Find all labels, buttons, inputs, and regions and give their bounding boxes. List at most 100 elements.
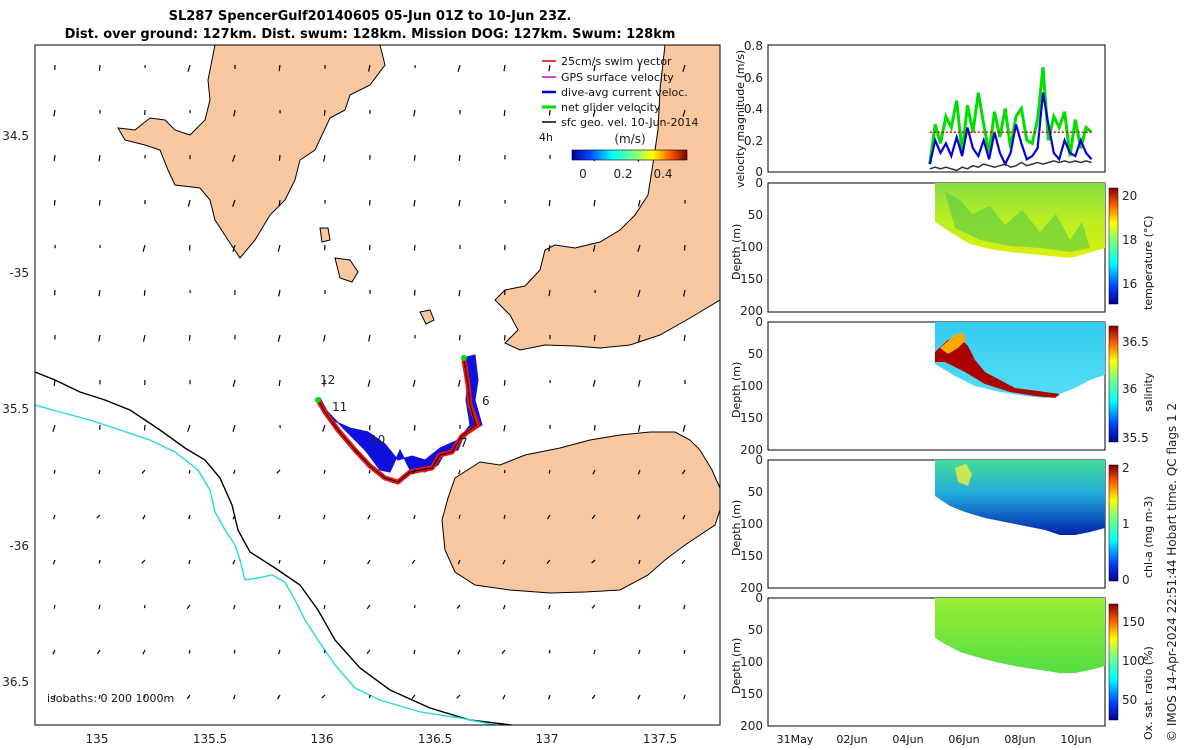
velocity-axes <box>767 44 1106 173</box>
current-vector <box>637 694 641 700</box>
date-tick-label: 08Jun <box>1004 733 1035 746</box>
current-vector <box>53 199 56 206</box>
current-vector <box>98 334 101 342</box>
chart-title-line-1: SL287 SpencerGulf20140605 05-Jun 01Z to … <box>168 9 572 24</box>
current-vector <box>457 649 461 655</box>
lat-tick-label: -35 <box>9 266 29 280</box>
depth-tick-label: 150 <box>740 687 763 701</box>
current-vector <box>276 694 281 700</box>
current-vector <box>143 289 146 296</box>
lon-tick-label: 136 <box>311 732 334 746</box>
velocity-panel: 0.8 0.6 0.4 0.2 0 velocity magnitude (m/… <box>734 39 1106 188</box>
oxygen-colorbar-tick: 150 <box>1122 615 1145 629</box>
oxygen-panel <box>767 597 1119 727</box>
lat-tick-label: -36 <box>9 539 29 553</box>
velocity-ytick: 0.4 <box>744 102 763 116</box>
current-vector <box>96 514 101 519</box>
current-vector <box>187 199 191 207</box>
current-vector <box>592 109 596 117</box>
depth-tick-label: 200 <box>740 443 763 457</box>
current-vector <box>96 649 101 655</box>
current-vector <box>187 64 191 72</box>
chart-title-line-2: Dist. over ground: 127km. Dist. swum: 12… <box>64 27 676 42</box>
salinity-high-band <box>935 338 1060 398</box>
current-vector <box>683 244 686 251</box>
current-vector <box>142 649 146 655</box>
oxygen-field <box>935 598 1105 673</box>
temperature-colorbar-label: temperature (°C) <box>1142 216 1155 310</box>
map-background <box>35 45 720 725</box>
land-island <box>419 309 435 325</box>
current-vector <box>683 649 686 654</box>
current-vector <box>53 604 56 609</box>
current-vector <box>323 604 326 610</box>
current-vector <box>233 604 236 610</box>
legend-label: net glider velocity <box>561 101 661 114</box>
current-vector <box>456 694 461 699</box>
velocity-ylabel: velocity magnitude (m/s) <box>734 50 747 188</box>
current-vector <box>142 244 146 252</box>
current-vector <box>277 334 281 342</box>
current-vector <box>548 244 551 252</box>
current-vector <box>368 64 371 72</box>
current-vector <box>637 379 641 387</box>
lat-tick-label: 36.5 <box>2 675 29 689</box>
current-vector <box>368 334 371 342</box>
oxygen-colorbar-tick: 100 <box>1122 654 1145 668</box>
temperature-colorbar-tick: 18 <box>1122 233 1137 247</box>
depth-tick-label: 150 <box>740 549 763 563</box>
depth-tick-label: 200 <box>740 581 763 595</box>
current-vector <box>143 424 146 431</box>
lon-tick-label: 136.5 <box>418 732 452 746</box>
current-vector <box>98 469 101 475</box>
velocity-ytick: 0 <box>755 165 763 179</box>
salinity-panel <box>767 321 1119 451</box>
date-tick-label: 02Jun <box>836 733 867 746</box>
depth-tick-label: 100 <box>740 240 763 254</box>
current-vector <box>458 514 461 519</box>
current-vector <box>98 154 101 162</box>
current-vector <box>413 109 416 117</box>
track-label: 10 <box>370 433 385 447</box>
isobath-200m <box>35 371 518 725</box>
current-vector <box>638 649 641 655</box>
current-vector <box>682 64 686 72</box>
current-vector <box>366 649 371 654</box>
chla-colorbar-tick: 0 <box>1122 573 1130 587</box>
current-vector <box>638 334 641 342</box>
depth-ylabel: Depth (m) <box>730 500 743 556</box>
current-vector <box>98 694 101 699</box>
current-vector <box>278 649 281 655</box>
depth-ylabel: Depth (m) <box>730 224 743 280</box>
map-colorbar-tick: 0 <box>579 167 587 181</box>
current-vector <box>323 109 326 116</box>
date-tick-label: 10Jun <box>1060 733 1091 746</box>
depth-tick-label: 200 <box>740 719 763 733</box>
depth-ylabel: Depth (m) <box>730 362 743 418</box>
temperature-colorbar <box>1108 187 1119 305</box>
current-vector <box>548 289 551 297</box>
oxygen-colorbar <box>1108 603 1119 721</box>
current-vector <box>188 649 191 654</box>
current-vector <box>188 469 191 474</box>
date-axis-ticks: 31May 02Jun 04Jun 06Jun 08Jun 10Jun <box>777 733 1092 746</box>
salinity-colorbar-label: salinity <box>1142 372 1155 412</box>
current-vector <box>188 514 191 520</box>
depth-tick-label: 50 <box>748 623 763 637</box>
current-vector <box>232 379 236 387</box>
current-vector <box>502 694 506 700</box>
imos-footer-text: © IMOS 14-Apr-2024 22:51:44 Hobart time.… <box>1165 402 1179 742</box>
current-vector <box>546 559 551 564</box>
current-vector <box>503 514 506 519</box>
lat-tick-label: 34.5 <box>2 129 29 143</box>
current-vector <box>682 109 686 117</box>
depth-tick-label: 50 <box>748 485 763 499</box>
current-vector <box>52 559 56 565</box>
current-vector <box>322 514 326 520</box>
current-vector <box>141 469 146 474</box>
velocity-ytick: 0.8 <box>744 39 763 53</box>
current-vector <box>143 694 146 699</box>
current-vector <box>681 559 686 564</box>
current-vector <box>368 469 371 474</box>
